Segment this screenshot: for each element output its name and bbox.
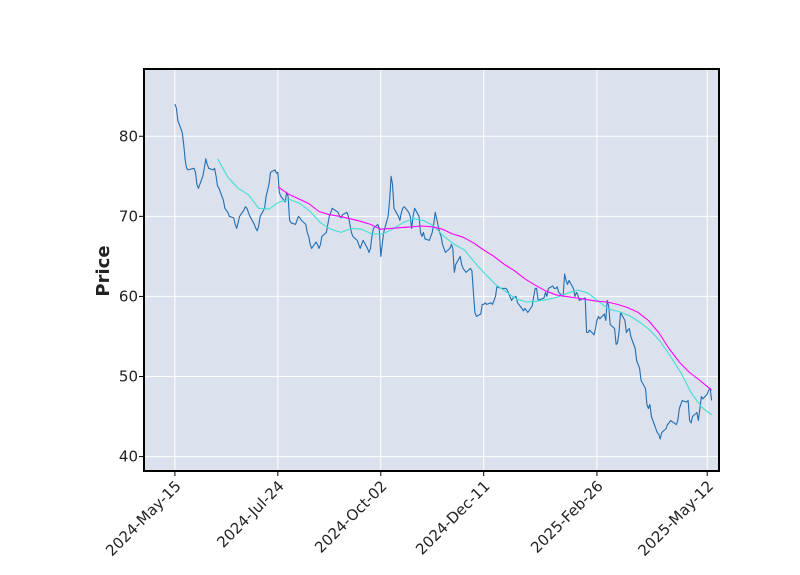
y-axis-title: Price (93, 245, 114, 296)
long-moving-average-line (277, 186, 712, 391)
price-line (174, 104, 713, 440)
x-tick-label: 2025-Feb-26 (527, 477, 607, 557)
y-tick-label: 80 (119, 127, 138, 145)
x-tick-label: 2024-Jul-24 (213, 477, 287, 551)
x-tick-label: 2024-Oct-02 (311, 477, 391, 557)
y-axis: 40 50 60 70 80 (119, 127, 144, 466)
y-tick-label: 40 (119, 448, 138, 466)
plot-area (143, 68, 720, 472)
plot-frame (143, 68, 720, 472)
x-tick-label: 2024-May-15 (102, 477, 185, 560)
series-lines (174, 104, 713, 440)
x-tick-label: 2024-Dec-11 (412, 477, 493, 558)
x-tick-label: 2025-May-12 (634, 477, 717, 560)
y-tick-label: 70 (119, 207, 138, 225)
short-moving-average-line (217, 158, 712, 416)
plot-background (144, 69, 719, 471)
y-tick-label: 50 (119, 368, 138, 386)
x-axis: 2024-May-15 2024-Jul-24 2024-Oct-02 2024-De… (102, 471, 717, 560)
y-tick-label: 60 (119, 287, 138, 305)
